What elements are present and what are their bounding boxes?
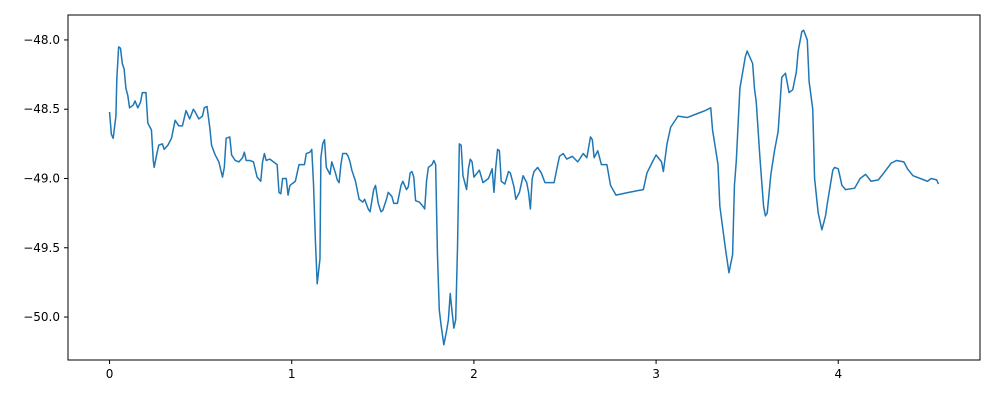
- x-tick-label: 0: [106, 367, 114, 381]
- axes-frame: [67, 14, 981, 361]
- x-tick-label: 2: [470, 367, 478, 381]
- x-tick-label: 1: [288, 367, 296, 381]
- x-tick-label: 4: [834, 367, 842, 381]
- y-tick-label: −48.0: [23, 33, 60, 47]
- y-tick-label: −48.5: [23, 102, 60, 116]
- data-line: [108, 29, 940, 346]
- x-tick-label: 3: [652, 367, 660, 381]
- y-tick-label: −49.0: [23, 171, 60, 185]
- y-tick-label: −49.5: [23, 241, 60, 255]
- y-tick-label: −50.0: [23, 310, 60, 324]
